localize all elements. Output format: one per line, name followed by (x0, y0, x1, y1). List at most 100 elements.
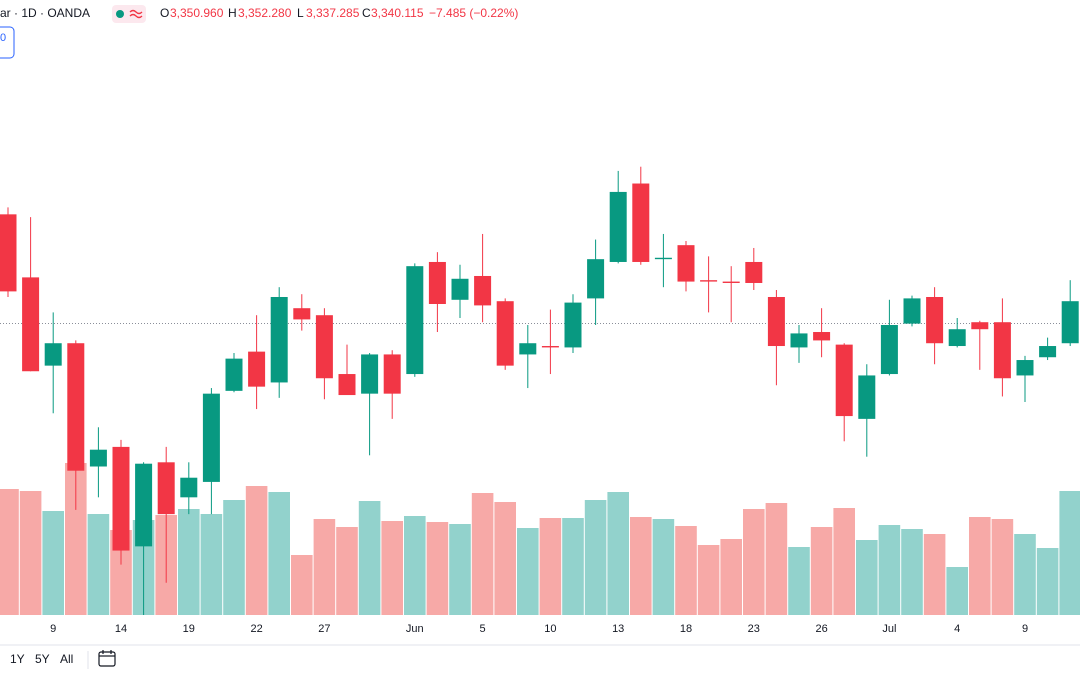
range-button[interactable]: 1Y (10, 652, 25, 666)
candle-body (496, 301, 514, 366)
volume-bar (381, 521, 403, 615)
x-tick-label: 23 (748, 623, 760, 635)
volume-bar (946, 567, 968, 615)
volume-bar (901, 529, 923, 615)
candle-body (858, 375, 876, 419)
candle-body (790, 333, 808, 348)
volume-bar (178, 509, 200, 615)
side-box-text: 0 (0, 32, 6, 44)
candle-body (541, 346, 559, 348)
volume-bar (517, 528, 539, 615)
volume-bar (743, 509, 765, 615)
legend-value: 3,350.960 (170, 6, 224, 20)
volume-bar (652, 519, 675, 615)
candle-body (1016, 360, 1034, 376)
volume-bar (19, 491, 42, 615)
status-dot (116, 10, 124, 18)
volume-bar (697, 545, 720, 615)
candle-body (993, 322, 1011, 379)
volume-layer (0, 463, 1080, 615)
candle-body (926, 296, 944, 344)
volume-bar (765, 503, 788, 615)
candle-body (451, 278, 469, 300)
volume-bar (494, 502, 516, 615)
candle-body (1039, 346, 1057, 358)
volume-bar (426, 522, 449, 615)
volume-bar (856, 540, 878, 615)
volume-bar (1036, 548, 1059, 615)
volume-bar (291, 555, 313, 615)
candle-body (406, 266, 424, 375)
candle-body (338, 374, 356, 396)
candle-body (880, 325, 898, 375)
x-tick-label: 27 (318, 623, 330, 635)
x-tick-label: 13 (612, 623, 624, 635)
x-tick-label: 26 (815, 623, 827, 635)
x-tick-label: 22 (250, 623, 262, 635)
candle-body (89, 449, 107, 467)
candle-body (654, 257, 672, 260)
candle-body (0, 214, 17, 292)
candle-body (971, 322, 989, 330)
volume-bar (1014, 534, 1036, 615)
volume-bar (1059, 491, 1080, 615)
volume-bar (607, 492, 629, 615)
volume-bar (200, 514, 223, 615)
candle-body (202, 393, 220, 482)
x-tick-label: 14 (115, 623, 127, 635)
volume-bar (223, 500, 245, 615)
volume-bar (358, 501, 381, 615)
plot-area (0, 166, 1080, 615)
volume-bar (562, 518, 584, 615)
candle-body (135, 463, 153, 547)
candle-body (383, 354, 401, 394)
legend-value: 3,337.285 (306, 6, 360, 20)
legend-label: O (160, 6, 169, 20)
x-tick-label: 18 (680, 623, 692, 635)
range-button[interactable]: 5Y (35, 652, 50, 666)
x-tick-label: 10 (544, 623, 556, 635)
candle-body (361, 354, 379, 394)
volume-bar (788, 547, 810, 615)
x-tick-label: 19 (183, 623, 195, 635)
x-tick-label: 4 (954, 623, 960, 635)
volume-bar (313, 519, 336, 615)
candle-body (835, 344, 853, 417)
indicator-toggle[interactable] (112, 5, 146, 23)
volume-bar (878, 525, 901, 615)
candle-body (767, 296, 785, 347)
candle-body (44, 343, 62, 366)
volume-bar (991, 519, 1014, 615)
volume-bar (110, 530, 132, 615)
volume-bar (245, 486, 268, 615)
volume-bar (969, 517, 991, 615)
candle-body (519, 343, 537, 355)
x-tick-label: Jul (882, 623, 896, 635)
volume-bar (268, 492, 290, 615)
x-tick-label: 5 (480, 623, 486, 635)
candle-body (609, 191, 627, 262)
candle-body (587, 259, 605, 299)
candle-body (564, 302, 582, 348)
volume-bar (87, 514, 110, 615)
candle-body (948, 329, 966, 347)
candle-body (474, 275, 492, 306)
candle-body (700, 280, 718, 282)
candle-body (248, 351, 266, 387)
x-tick-label: Jun (406, 623, 424, 635)
candle-body (813, 332, 831, 341)
volume-bar (584, 500, 607, 615)
candle-body (745, 261, 763, 283)
approx-icon (129, 9, 143, 19)
volume-bar (630, 517, 652, 615)
legend-change: −7.485 (−0.22%) (429, 6, 518, 20)
volume-bar (675, 526, 697, 615)
range-button[interactable]: All (60, 652, 73, 666)
volume-bar (336, 527, 358, 615)
calendar-icon[interactable] (98, 650, 116, 667)
candle-body (67, 343, 85, 471)
volume-bar (923, 534, 946, 615)
candle-body (270, 296, 288, 383)
side-box[interactable] (0, 26, 15, 59)
